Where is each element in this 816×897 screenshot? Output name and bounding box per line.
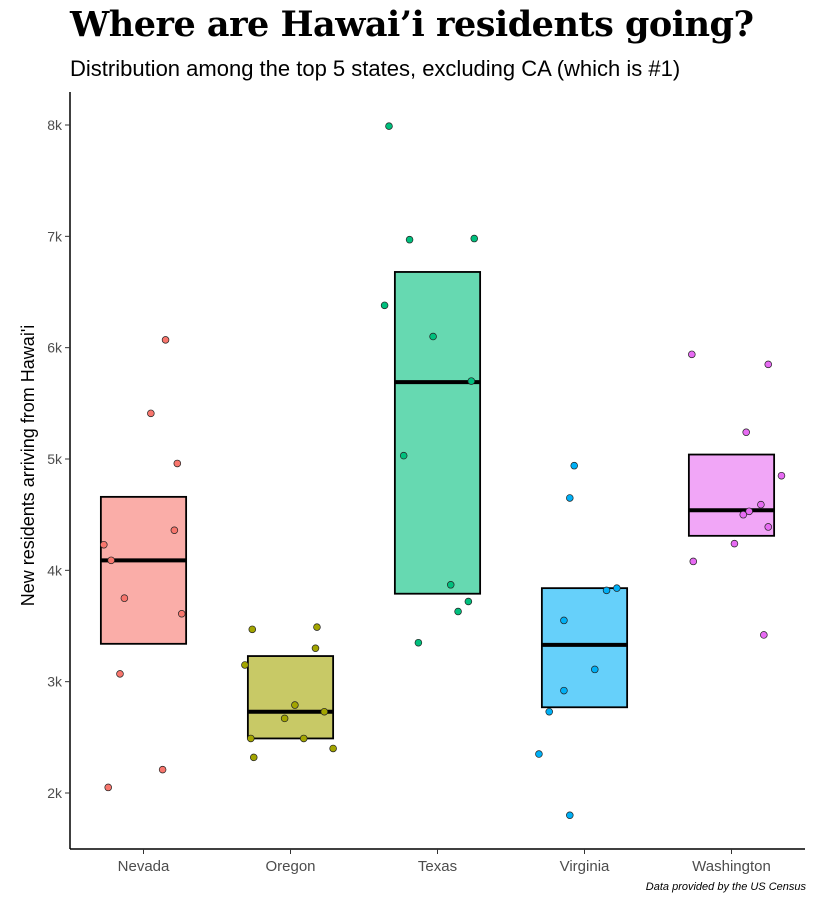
data-point-nevada — [170, 526, 179, 535]
data-point-washington — [777, 471, 786, 480]
data-point-oregon — [280, 714, 289, 723]
data-point-oregon — [311, 644, 320, 653]
data-point-washington — [739, 510, 748, 519]
data-point-nevada — [107, 556, 115, 565]
data-point-nevada — [173, 459, 182, 468]
data-point-virginia — [560, 686, 568, 695]
y-tick-label: 8k — [47, 117, 63, 133]
data-point-nevada — [104, 783, 112, 792]
box-nevada — [99, 495, 188, 645]
data-point-oregon — [299, 734, 308, 743]
data-point-texas — [446, 581, 455, 589]
data-point-virginia — [570, 461, 578, 470]
data-point-oregon — [241, 661, 249, 669]
data-point-texas — [454, 607, 462, 616]
box-texas — [393, 271, 482, 595]
data-point-washington — [688, 350, 696, 359]
x-tick-label: Oregon — [265, 858, 315, 875]
data-point-virginia — [566, 494, 574, 502]
data-point-washington — [760, 631, 768, 639]
y-tick-label: 7k — [47, 228, 63, 244]
data-point-texas — [380, 301, 389, 310]
data-point-nevada — [158, 765, 167, 774]
data-point-oregon — [313, 623, 321, 631]
data-point-washington — [742, 428, 750, 437]
chart-title: Where are Hawai’i residents going? — [70, 4, 754, 45]
y-tick-label: 4k — [47, 562, 63, 578]
x-tick-label: Washington — [692, 858, 771, 875]
data-point-oregon — [250, 753, 258, 762]
data-point-washington — [764, 360, 772, 369]
data-point-texas — [414, 638, 423, 647]
data-point-nevada — [161, 336, 170, 344]
box-washington — [687, 453, 776, 537]
data-point-oregon — [248, 625, 257, 634]
data-point-nevada — [116, 670, 124, 678]
data-point-washington — [730, 539, 739, 548]
data-point-nevada — [177, 610, 186, 618]
data-point-oregon — [247, 734, 255, 743]
data-point-washington — [757, 500, 765, 509]
box-virginia — [540, 587, 629, 709]
data-point-texas — [385, 122, 393, 130]
data-point-texas — [470, 234, 479, 243]
data-point-virginia — [566, 811, 574, 820]
data-point-virginia — [545, 707, 553, 716]
data-point-virginia — [602, 586, 611, 595]
data-point-virginia — [591, 665, 599, 674]
data-point-oregon — [320, 707, 329, 716]
y-tick-label: 3k — [47, 674, 63, 690]
data-point-oregon — [329, 744, 337, 753]
box-oregon — [246, 655, 335, 740]
data-point-texas — [464, 597, 473, 606]
data-point-nevada — [120, 594, 129, 602]
data-point-nevada — [147, 409, 155, 418]
x-tick-label: Virginia — [560, 858, 610, 875]
x-tick-label: Texas — [418, 858, 457, 875]
data-point-texas — [399, 451, 408, 460]
data-point-texas — [405, 235, 414, 244]
data-point-virginia — [560, 616, 568, 625]
y-tick-label: 5k — [47, 451, 63, 467]
x-tick-label: Nevada — [118, 858, 170, 875]
data-point-virginia — [535, 750, 543, 758]
data-point-washington — [689, 557, 698, 566]
chart-caption: Data provided by the US Census — [645, 881, 806, 893]
data-point-oregon — [291, 701, 299, 709]
y-axis-label: New residents arriving from Hawai'i — [18, 325, 38, 607]
chart-subtitle: Distribution among the top 5 states, exc… — [70, 56, 681, 81]
data-point-washington — [745, 507, 753, 516]
data-point-nevada — [100, 540, 108, 549]
data-point-texas — [467, 377, 476, 385]
y-tick-label: 6k — [47, 340, 63, 356]
data-point-washington — [764, 523, 772, 531]
data-point-virginia — [613, 584, 621, 592]
y-tick-label: 2k — [47, 785, 63, 801]
data-point-texas — [429, 332, 437, 341]
